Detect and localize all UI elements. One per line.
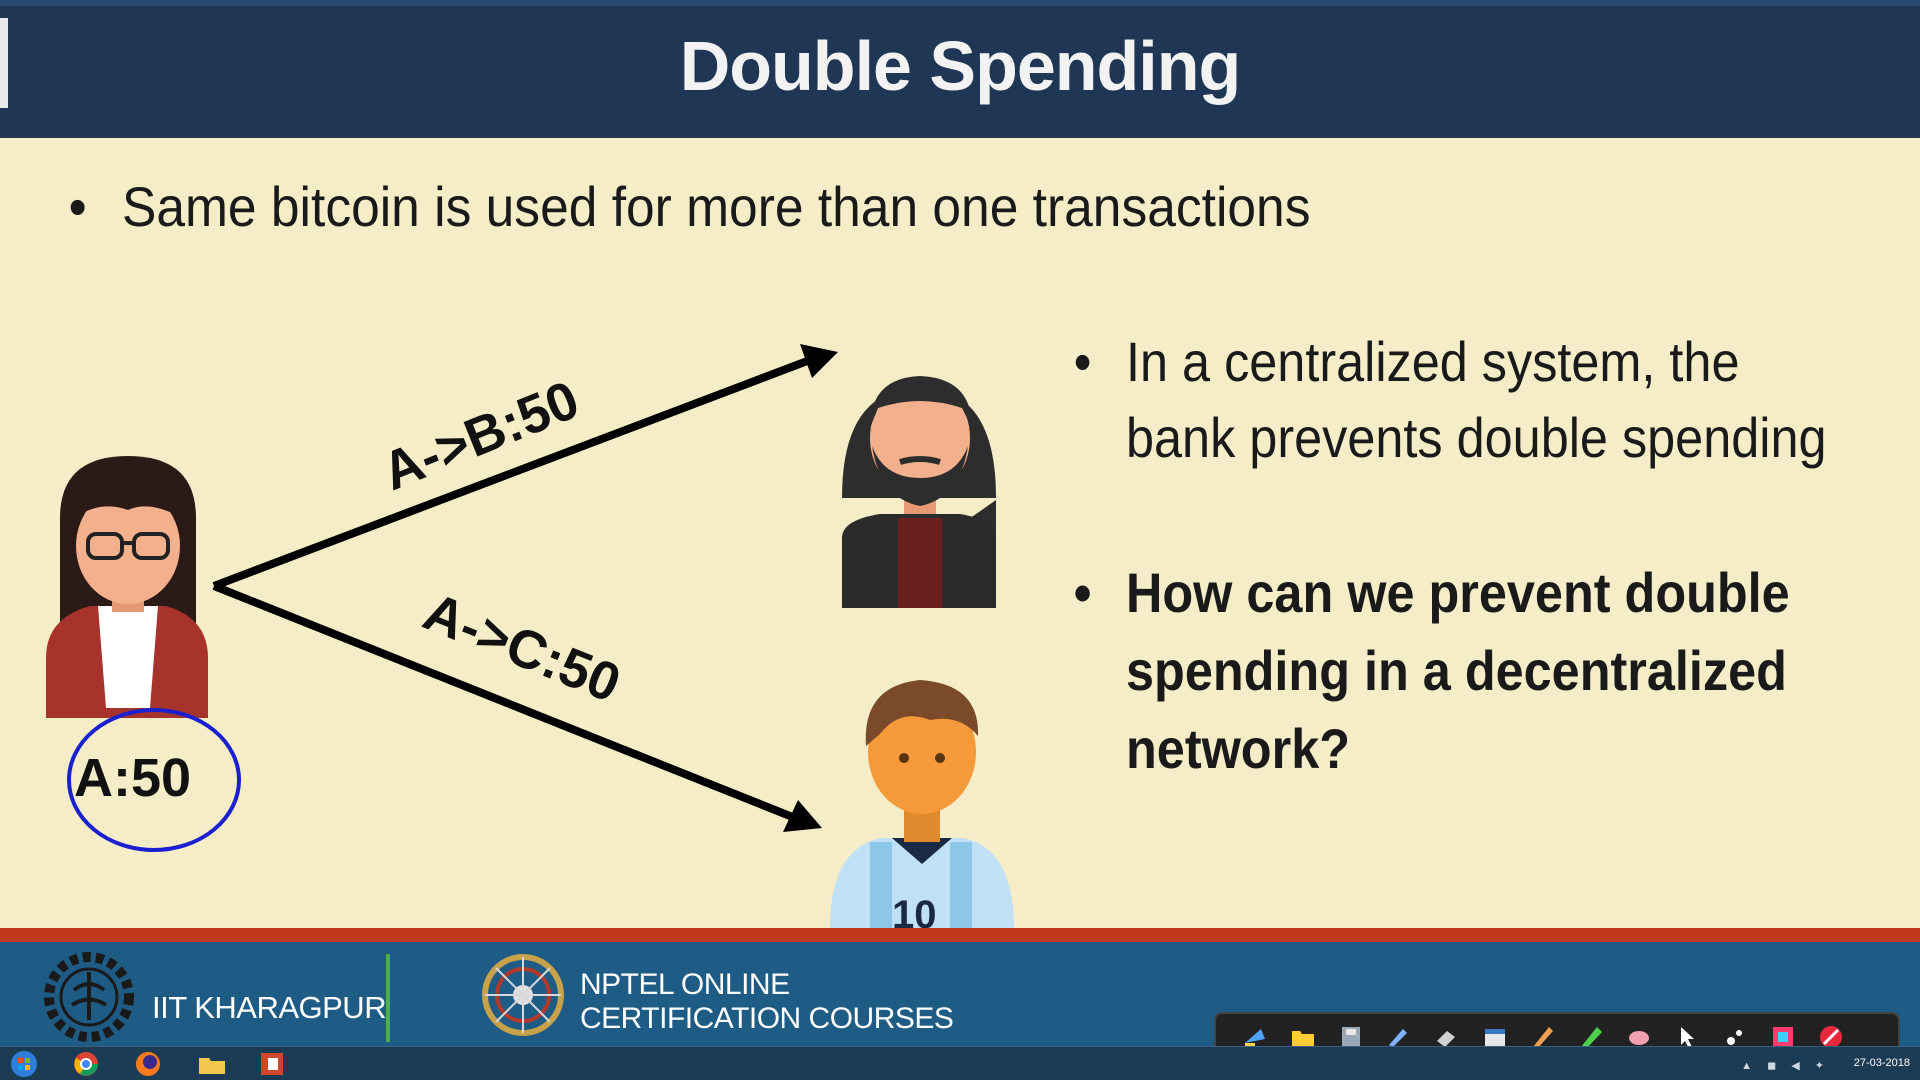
stop-icon[interactable] (1814, 1022, 1848, 1052)
explorer-icon[interactable] (190, 1049, 234, 1079)
nptel-line-2: CERTIFICATION COURSES (580, 1002, 954, 1035)
slide-title: Double Spending (679, 27, 1242, 105)
cursor-icon[interactable] (1670, 1022, 1704, 1052)
nptel-line-1: NPTEL ONLINE (580, 968, 790, 1001)
institute-name: IIT KHARAGPUR (152, 990, 387, 1025)
bullet-text: How can we prevent double spending in a … (1126, 561, 1790, 780)
arrow-to-b (212, 344, 838, 590)
jersey-number: 10 (892, 893, 937, 928)
slide-header: Double Spending (0, 0, 1920, 138)
firefox-icon[interactable] (126, 1049, 170, 1079)
tx-label-a-to-c: A->C:50 (416, 581, 629, 714)
bullet-dot: • (1073, 561, 1092, 624)
clear-icon[interactable] (1622, 1022, 1656, 1052)
sender-balance: A:50 (74, 748, 191, 808)
laser-icon[interactable] (1718, 1022, 1752, 1052)
highlighter-icon[interactable] (1574, 1022, 1608, 1052)
calendar-icon[interactable] (1478, 1022, 1512, 1052)
arrow-to-c (212, 582, 822, 832)
save-icon[interactable] (1334, 1022, 1368, 1052)
person-b-icon (842, 376, 996, 608)
slide-edge-mark (0, 18, 8, 108)
nptel-logo-icon (482, 954, 564, 1036)
eraser-icon[interactable] (1430, 1022, 1464, 1052)
slide-body: • Same bitcoin is used for more than one… (0, 138, 1920, 928)
ink-circle (67, 708, 241, 852)
windows-taskbar: ▲ ◼ ◀ ✦ 27-03-2018 (0, 1046, 1920, 1080)
bullet-dot: • (1073, 330, 1092, 393)
folder-icon[interactable] (1286, 1022, 1320, 1052)
person-a-icon (46, 456, 208, 718)
nptel-title: NPTEL ONLINE CERTIFICATION COURSES (580, 968, 954, 1036)
system-tray: ▲ ◼ ◀ ✦ (1741, 1060, 1830, 1072)
bullet-same-bitcoin: • Same bitcoin is used for more than one… (69, 174, 1311, 239)
bullet-centralized: • In a centralized system, the bank prev… (1074, 324, 1828, 476)
person-c-icon: 10 (830, 680, 1014, 928)
footer-stripe (0, 928, 1920, 942)
pen-icon[interactable] (1382, 1022, 1416, 1052)
powerpoint-icon[interactable] (250, 1049, 294, 1079)
iit-logo-icon (44, 952, 134, 1042)
bullet-text: Same bitcoin is used for more than one t… (122, 175, 1311, 238)
color-icon[interactable] (1766, 1022, 1800, 1052)
chrome-icon[interactable] (64, 1049, 108, 1079)
bullet-question: • How can we prevent double spending in … (1074, 554, 1810, 788)
taskbar-clock: 27-03-2018 (1853, 1057, 1910, 1069)
bullet-text: In a centralized system, the bank preven… (1126, 330, 1827, 469)
bullet-dot: • (68, 175, 87, 238)
start-orb-icon[interactable] (2, 1049, 46, 1079)
double-spend-diagram: A->B:50 A->C:50 A:50 (46, 344, 1014, 928)
pencil-icon[interactable] (1526, 1022, 1560, 1052)
footer-divider (386, 954, 390, 1042)
